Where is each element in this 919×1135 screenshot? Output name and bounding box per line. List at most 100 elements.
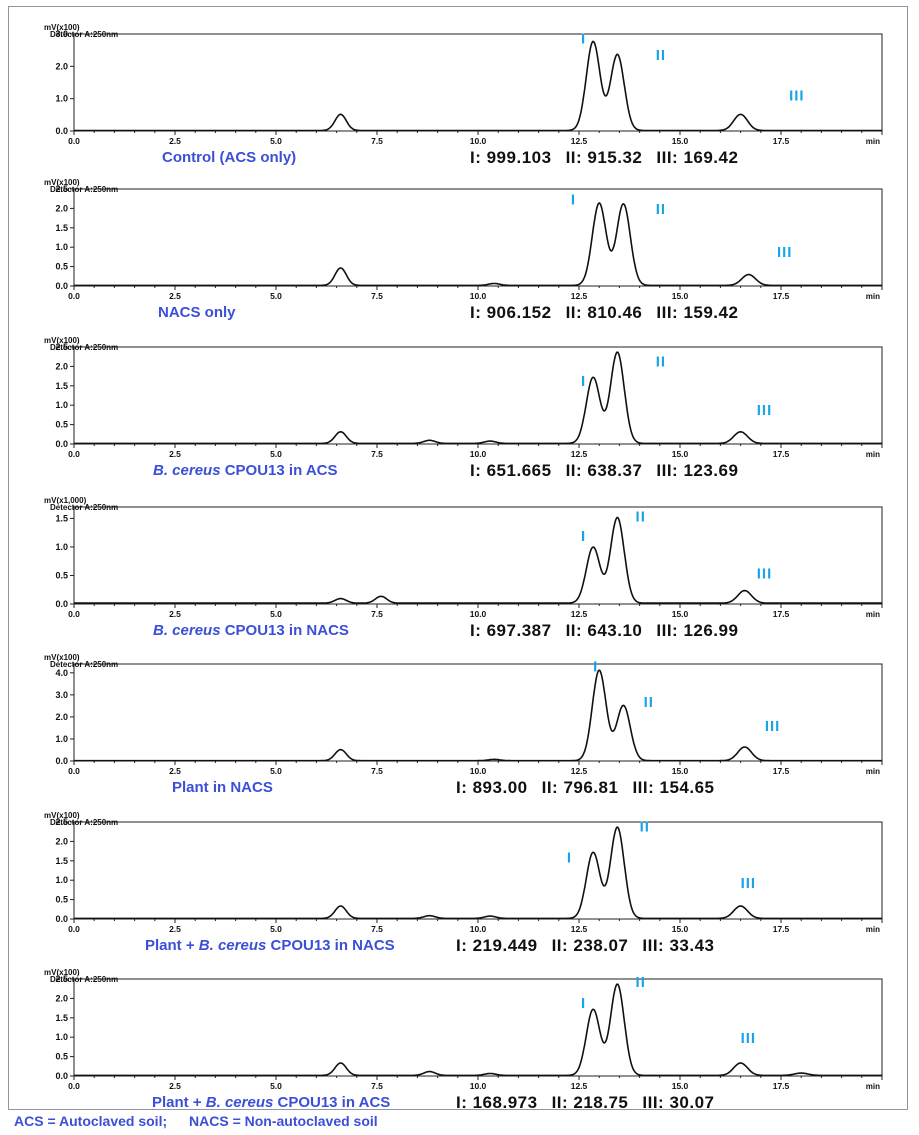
- peak-area-iii: III: 154.65: [632, 778, 715, 797]
- x-tick-label: 2.5: [169, 766, 181, 776]
- peak-area-i: I: 893.00: [456, 778, 528, 797]
- peak-label: II: [636, 508, 646, 525]
- x-unit-label: min: [866, 292, 880, 301]
- x-tick-label: 5.0: [270, 924, 282, 934]
- x-tick-label: 7.5: [371, 449, 383, 459]
- footnote: ACS = Autoclaved soil; NACS = Non-autocl…: [14, 1113, 396, 1129]
- y-tick-label: 1.0: [55, 542, 68, 552]
- peak-area-i: I: 168.973: [456, 1093, 538, 1112]
- peak-label: I: [571, 192, 576, 209]
- figure-frame: [8, 6, 908, 1110]
- chromatogram-svg: mV(x100)Detector A:250nm 0.0 0.5 1.0 1.5 2.0 2…: [44, 178, 883, 301]
- y-tick-label: 1.5: [55, 513, 68, 523]
- peak-area-i: I: 697.387: [470, 621, 552, 640]
- peak-label: I: [581, 528, 586, 545]
- x-tick-label: 2.5: [169, 136, 181, 146]
- x-unit-label: min: [866, 1082, 880, 1091]
- peak-area-ii: II: 238.07: [551, 936, 629, 955]
- y-tick-label: 1.0: [55, 734, 68, 744]
- caption-pre: Plant +: [145, 937, 199, 954]
- y-tick-label: 1.0: [55, 94, 68, 104]
- x-tick-label: 12.5: [571, 136, 588, 146]
- detector-label: Detector A:250nm: [50, 343, 118, 352]
- plot-frame: [73, 506, 883, 605]
- x-tick-label: 2.5: [169, 449, 181, 459]
- x-tick-label: 5.0: [270, 449, 282, 459]
- chromatogram-panel: mV(x1,000) Detector A:250nm 0.0 0.5 1.0 1.5 0.…: [0, 493, 919, 641]
- peak-area-i: I: 651.665: [470, 461, 552, 480]
- x-tick-label: 17.5: [773, 449, 790, 459]
- y-unit-label: mV(x100): [44, 23, 80, 32]
- caption-post: CPOU13 in ACS: [220, 462, 338, 479]
- caption-post: Control (ACS only): [162, 149, 297, 166]
- y-tick-label: 2.0: [55, 836, 68, 846]
- x-tick-label: 15.0: [672, 136, 689, 146]
- peak-label: II: [636, 974, 646, 991]
- plot-frame: [73, 663, 883, 762]
- y-tick-label: 0.0: [55, 1071, 68, 1081]
- peak-areas: I: 893.00 II: 796.81 III: 154.65: [456, 778, 729, 798]
- caption-pre: Plant +: [152, 1094, 206, 1111]
- y-unit-label: mV(x100): [44, 336, 80, 345]
- y-tick-label: 1.0: [55, 875, 68, 885]
- y-unit-label: mV(x100): [44, 968, 80, 977]
- x-tick-label: 12.5: [571, 609, 588, 619]
- peak-label: III: [789, 87, 805, 104]
- peak-area-iii: III: 169.42: [656, 148, 739, 167]
- peak-area-iii: III: 159.42: [656, 303, 739, 322]
- peak-areas: I: 168.973 II: 218.75 III: 30.07: [456, 1093, 729, 1113]
- peak-label: I: [593, 659, 598, 676]
- chromatogram-trace: [74, 983, 882, 1077]
- chromatogram-trace: [74, 202, 882, 287]
- x-tick-label: 12.5: [571, 766, 588, 776]
- x-tick-label: 12.5: [571, 1081, 588, 1091]
- chromatogram-svg: mV(x100)Detector A:250nm 0.0 1.0 2.0 3.0 4.0 0…: [44, 653, 883, 776]
- x-tick-label: 0.0: [68, 924, 80, 934]
- x-tick-label: 17.5: [773, 766, 790, 776]
- x-tick-label: 5.0: [270, 136, 282, 146]
- x-tick-label: 17.5: [773, 609, 790, 619]
- peak-label: II: [644, 694, 654, 711]
- y-tick-label: 0.5: [55, 895, 68, 905]
- footnote-acs: ACS = Autoclaved soil;: [14, 1113, 168, 1129]
- y-tick-label: 1.0: [55, 400, 68, 410]
- x-tick-label: 7.5: [371, 609, 383, 619]
- peak-label: I: [581, 373, 586, 390]
- plot-frame: [73, 978, 883, 1077]
- y-unit-label: mV(x100): [44, 653, 80, 662]
- chromatogram-panel: mV(x100) Detector A:250nm 0.0 0.5 1.0 1.5 2.0 2…: [0, 965, 919, 1113]
- caption-italic: B. cereus: [198, 937, 267, 954]
- sample-caption: Plant + B. cereus CPOU13 in ACS: [152, 1094, 390, 1111]
- x-tick-label: 0.0: [68, 1081, 80, 1091]
- x-tick-label: 17.5: [773, 136, 790, 146]
- peak-areas: I: 999.103 II: 915.32 III: 169.42: [470, 148, 752, 168]
- plot-frame: [73, 821, 883, 920]
- peak-label: III: [757, 565, 773, 582]
- peak-label: III: [757, 402, 773, 419]
- detector-label: Detector A:250nm: [50, 818, 118, 827]
- y-tick-label: 3.0: [55, 29, 68, 39]
- chromatogram-panel: mV(x100) Detector A:250nm 0.0 1.0 2.0 3.0 0.0 2…: [0, 20, 919, 168]
- peak-area-ii: II: 638.37: [565, 461, 643, 480]
- y-tick-label: 0.0: [55, 599, 68, 609]
- caption-italic: B. cereus: [205, 1094, 274, 1111]
- plot-frame: [73, 346, 883, 445]
- peak-label: II: [656, 201, 666, 218]
- x-tick-label: 17.5: [773, 1081, 790, 1091]
- x-tick-label: 10.0: [470, 449, 487, 459]
- peak-areas: I: 651.665 II: 638.37 III: 123.69: [470, 461, 752, 481]
- peak-label: III: [777, 244, 793, 261]
- x-tick-label: 10.0: [470, 766, 487, 776]
- y-tick-label: 2.5: [55, 974, 68, 984]
- y-tick-label: 0.5: [55, 1052, 68, 1062]
- y-tick-label: 0.0: [55, 914, 68, 924]
- y-tick-label: 0.0: [55, 439, 68, 449]
- x-tick-label: 10.0: [470, 291, 487, 301]
- y-tick-label: 4.0: [55, 668, 68, 678]
- peak-area-i: I: 999.103: [470, 148, 552, 167]
- caption-post: CPOU13 in NACS: [266, 937, 395, 954]
- peak-label: II: [656, 353, 666, 370]
- peak-label: II: [656, 47, 666, 64]
- x-tick-label: 7.5: [371, 766, 383, 776]
- caption-italic: B. cereus: [153, 622, 221, 639]
